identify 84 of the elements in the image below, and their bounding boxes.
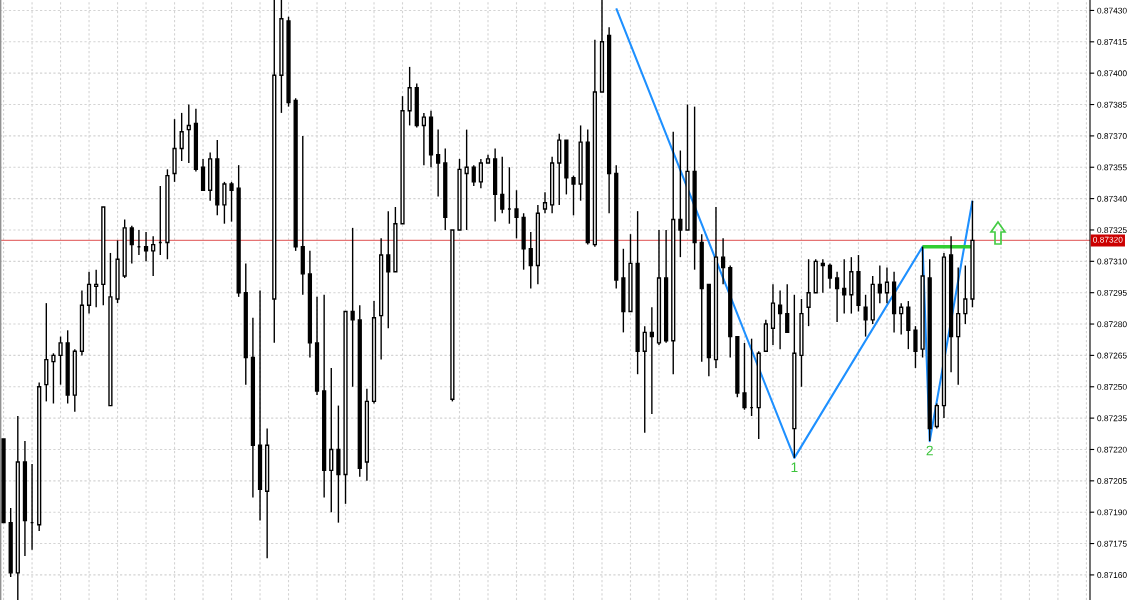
candlestick: [143, 231, 149, 263]
candlestick: [834, 271, 840, 323]
y-tick-label: 0.87400: [1097, 70, 1127, 77]
candlestick: [336, 404, 341, 524]
candlestick: [243, 262, 248, 386]
candlestick: [208, 151, 213, 202]
candlestick: [272, 0, 277, 344]
y-tick-label: 0.87220: [1097, 446, 1127, 453]
candlestick: [514, 189, 519, 240]
ref-line-label: 0.87320: [1093, 236, 1123, 243]
candlestick: [713, 206, 719, 369]
candlestick: [827, 262, 833, 290]
y-tick-label: 0.87310: [1097, 258, 1127, 265]
y-tick-label: 0.87160: [1097, 572, 1127, 579]
candlestick: [329, 367, 334, 513]
candlestick: [22, 440, 28, 557]
y-tick-label: 0.87205: [1097, 478, 1127, 484]
candlestick: [770, 283, 776, 346]
candlestick: [37, 381, 42, 532]
candlestick: [350, 227, 355, 388]
candlestick: [314, 296, 320, 396]
y-tick-label: 0.87430: [1097, 7, 1127, 14]
candlestick: [956, 266, 961, 386]
candlestick: [322, 294, 327, 499]
candlestick: [86, 271, 92, 315]
y-tick-label: 0.87340: [1097, 195, 1127, 202]
candlestick: [421, 112, 427, 166]
candlestick: [891, 271, 897, 334]
candlestick: [79, 289, 85, 357]
y-tick-label: 0.87295: [1097, 289, 1127, 296]
y-tick-label: 0.87235: [1097, 415, 1127, 422]
candlestick: [307, 250, 313, 359]
candlestick: [948, 235, 954, 373]
candlestick: [877, 264, 882, 304]
candlestick: [250, 317, 256, 499]
candlestick: [94, 268, 99, 309]
candlestick: [678, 149, 683, 258]
candlestick: [820, 258, 825, 294]
y-tick-label: 0.87280: [1097, 321, 1127, 328]
candlestick: [649, 306, 654, 415]
candlestick: [15, 415, 20, 600]
candlestick: [186, 103, 191, 164]
candlestick: [151, 235, 156, 277]
candlestick: [671, 131, 676, 375]
y-tick-label: 0.87370: [1097, 133, 1127, 139]
candlestick: [777, 289, 783, 350]
candlestick: [379, 237, 384, 361]
y-tick-label: 0.87415: [1097, 39, 1127, 45]
candlestick: [692, 105, 697, 271]
y-tick-label: 0.87355: [1097, 164, 1127, 171]
candlestick: [720, 237, 726, 286]
candlestick: [592, 39, 597, 248]
candlestick: [364, 388, 370, 482]
candlestick: [265, 427, 270, 559]
candlestick: [621, 248, 626, 334]
y-tick-label: 0.87385: [1097, 101, 1127, 108]
candlestick: [606, 26, 612, 214]
annotation: 2: [926, 445, 933, 456]
candlestick: [792, 294, 797, 459]
y-tick-label: 0.87190: [1097, 509, 1127, 516]
candlestick: [635, 210, 640, 375]
candlestick: [386, 210, 391, 329]
candlestick: [300, 135, 305, 296]
candlestick: [934, 402, 939, 430]
candlestick: [436, 128, 441, 198]
candlestick: [941, 252, 947, 419]
candlestick: [428, 110, 434, 168]
candlestick: [842, 258, 847, 315]
candlestick: [478, 158, 484, 189]
y-tick-label: 0.87325: [1097, 227, 1127, 234]
annotation: 1: [791, 462, 798, 473]
candlestick: [535, 204, 540, 286]
candlestick: [884, 266, 890, 304]
candlestick: [279, 0, 284, 114]
candlestick: [542, 191, 548, 214]
line-series: [615, 7, 974, 459]
y-tick-label: 0.87250: [1097, 383, 1127, 390]
candlestick: [663, 229, 669, 344]
candlestick: [464, 128, 469, 231]
candlestick: [493, 147, 498, 223]
candlestick: [806, 258, 811, 327]
candlestick: [550, 156, 555, 214]
y-tick-label: 0.87175: [1097, 540, 1127, 547]
y-tick-label: 0.87265: [1097, 352, 1127, 359]
